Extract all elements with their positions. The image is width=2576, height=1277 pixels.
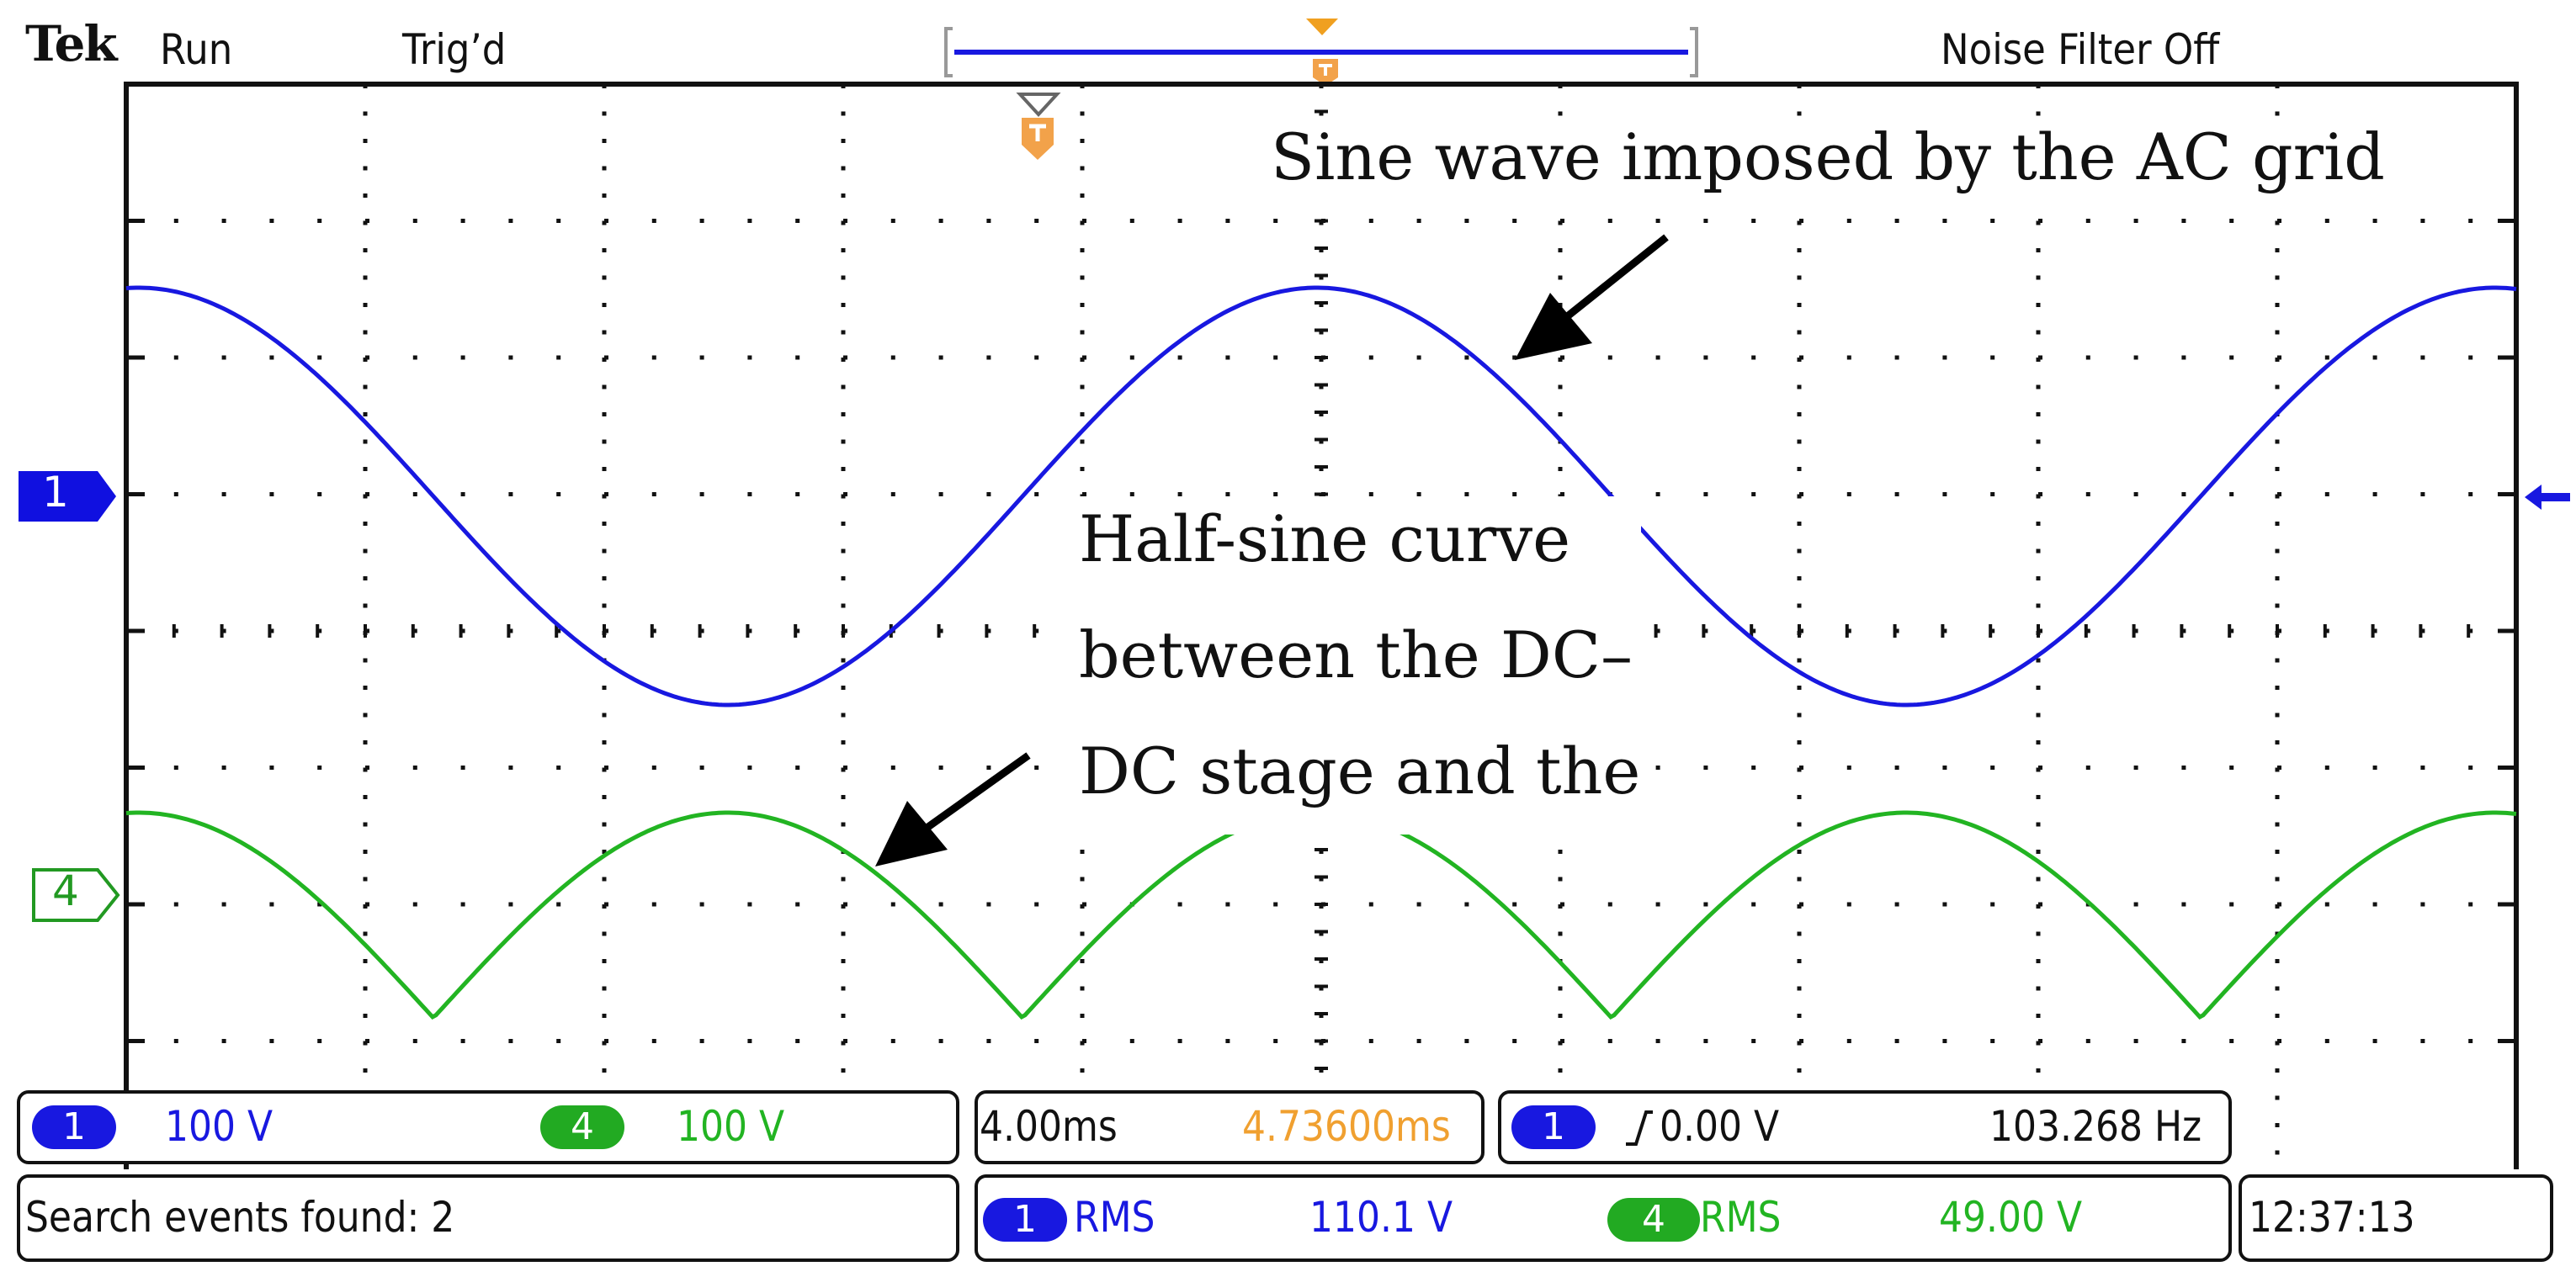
timebase-scale: 4.00ms bbox=[980, 1102, 1118, 1151]
ch1-scale-chip: 1 bbox=[32, 1105, 116, 1149]
ch4-scale-value: 100 V bbox=[677, 1102, 785, 1151]
half-sine-arrow bbox=[875, 752, 1031, 866]
measurement1-type: RMS bbox=[1074, 1193, 1155, 1242]
measurement1-source-chip: 1 bbox=[983, 1198, 1067, 1242]
rising-edge-icon bbox=[1626, 1110, 1653, 1146]
run-state: Run bbox=[160, 25, 233, 74]
measurement2-source-chip: 4 bbox=[1607, 1198, 1700, 1242]
ch4-ground-marker[interactable] bbox=[32, 868, 120, 922]
trigger-source-chip: 1 bbox=[1511, 1105, 1596, 1149]
record-overview-bar[interactable] bbox=[943, 17, 1700, 84]
ch1-marker-label: 1 bbox=[42, 468, 69, 517]
ch4-marker-label: 4 bbox=[52, 866, 79, 915]
trigger-state: Trig’d bbox=[402, 25, 507, 74]
waveform-display[interactable] bbox=[0, 0, 2576, 1169]
clock: 12:37:13 bbox=[2249, 1193, 2415, 1242]
half-sine-annotation-line3: DC stage and the bbox=[1079, 734, 1641, 808]
ch1-right-edge-icon bbox=[2525, 485, 2570, 510]
vertical-scale-panel[interactable] bbox=[17, 1090, 959, 1164]
brand-logo: Tek bbox=[25, 15, 118, 72]
half-sine-annotation-line1: Half-sine curve bbox=[1079, 501, 1571, 576]
measurement2-value: 49.00 V bbox=[1939, 1193, 2083, 1242]
timebase-panel[interactable] bbox=[975, 1090, 1485, 1164]
half-sine-annotation-line2: between the DC– bbox=[1079, 617, 1633, 692]
ch4-scale-chip: 4 bbox=[540, 1105, 624, 1149]
measurement2-type: RMS bbox=[1700, 1193, 1782, 1242]
sine-label-background bbox=[1262, 119, 2382, 219]
trigger-time-outline-icon bbox=[1016, 93, 1061, 117]
sine-wave-annotation: Sine wave imposed by the AC grid bbox=[1271, 119, 2385, 194]
sine-arrow bbox=[1515, 234, 1669, 360]
measurements-panel[interactable] bbox=[975, 1174, 2232, 1262]
timebase-position: 4.73600ms bbox=[1242, 1102, 1451, 1151]
noise-filter-status: Noise Filter Off bbox=[1941, 25, 2220, 74]
measurement1-value: 110.1 V bbox=[1309, 1193, 1453, 1242]
ch1-ground-marker[interactable] bbox=[19, 471, 116, 522]
trigger-frequency: 103.268 Hz bbox=[1989, 1102, 2202, 1151]
ch1-scale-value: 100 V bbox=[165, 1102, 274, 1151]
expansion-point-marker bbox=[1306, 19, 1338, 35]
clock-panel bbox=[2239, 1174, 2553, 1262]
trigger-level: 0.00 V bbox=[1660, 1102, 1780, 1151]
search-events-text: Search events found: 2 bbox=[25, 1193, 455, 1242]
ch1-waveform bbox=[125, 285, 2517, 707]
search-panel[interactable] bbox=[17, 1174, 959, 1262]
half-sine-label-background bbox=[1069, 496, 1641, 835]
trigger-panel[interactable] bbox=[1498, 1090, 2232, 1164]
